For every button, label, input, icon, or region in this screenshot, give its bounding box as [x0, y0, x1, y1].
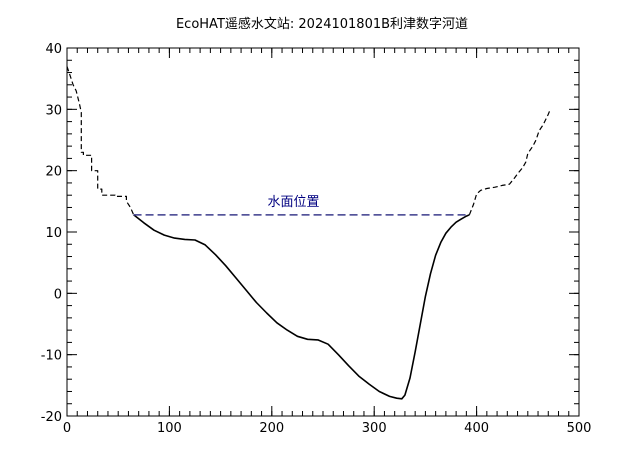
x-tick-label: 500: [567, 421, 592, 436]
underwater-profile-line: [133, 214, 470, 400]
y-tick-label: 10: [45, 226, 62, 241]
chart-title: EcoHAT遥感水文站: 2024101801B利津数字河道: [176, 16, 468, 32]
major-ticks: [66, 47, 580, 417]
y-tick-label: 30: [45, 103, 62, 118]
y-tick-label: 0: [54, 287, 62, 302]
y-tick-labels: -20 -10 0 10 20 30 40: [41, 42, 62, 425]
x-tick-label: 300: [362, 421, 387, 436]
x-tick-labels: 0 100 200 300 400 500: [63, 421, 592, 436]
minor-ticks: [66, 47, 580, 417]
bank-profile-line-2: [468, 109, 551, 216]
y-tick-label: -20: [41, 410, 62, 425]
y-tick-label: 40: [45, 42, 62, 57]
x-tick-label: 0: [63, 421, 71, 436]
plot-frame: [66, 47, 580, 417]
x-tick-label: 400: [464, 421, 489, 436]
water-level-label: 水面位置: [267, 195, 319, 210]
x-tick-label: 200: [259, 421, 284, 436]
y-tick-label: 20: [45, 165, 62, 180]
series-group: [66, 66, 551, 400]
bank-profile-line-0: [66, 66, 135, 216]
x-tick-label: 100: [157, 421, 182, 436]
y-tick-label: -10: [41, 349, 62, 364]
